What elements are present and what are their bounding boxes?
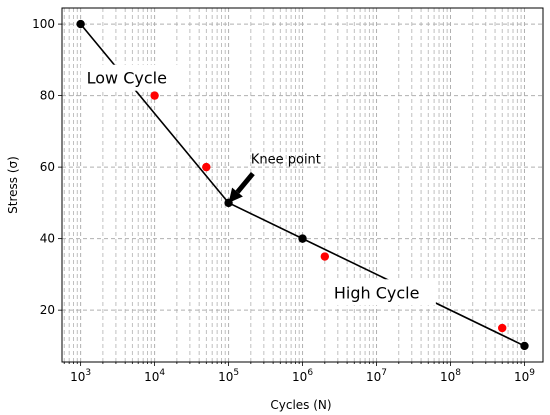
knee-arrow-head: [228, 187, 243, 203]
low-cycle-label: Low Cycle: [87, 69, 167, 88]
high-cycle-label-box: [327, 279, 436, 306]
axis-ticks: 103 104 105 106 107 108 109 20 40 60 80 100: [32, 17, 535, 384]
low-cycle-label-box: [80, 64, 180, 91]
x-tick-label: 104: [144, 368, 165, 384]
x-tick-label: 103: [70, 368, 91, 384]
grid-lines: [62, 8, 543, 362]
red-data-point: [320, 252, 330, 261]
knee-arrow-shaft: [235, 171, 255, 194]
knee-label: Knee point: [251, 153, 321, 168]
red-data-point: [498, 323, 507, 333]
x-tick-label: 105: [218, 368, 239, 384]
y-axis-label: Stress (σ): [6, 156, 20, 214]
y-tick-label: 80: [40, 89, 55, 103]
red-data-point: [202, 162, 211, 172]
high-cycle-label: High Cycle: [334, 283, 420, 302]
y-tick-label: 100: [32, 17, 55, 31]
x-tick-label: 109: [514, 368, 535, 384]
x-tick-label: 108: [440, 368, 461, 384]
sn-curve-point: [298, 234, 307, 243]
x-axis-label: Cycles (N): [270, 398, 331, 412]
y-tick-label: 20: [40, 303, 55, 317]
y-tick-label: 40: [40, 232, 55, 246]
red-data-point: [150, 91, 159, 100]
y-tick-label: 60: [40, 160, 55, 174]
x-tick-label: 107: [366, 368, 387, 384]
sn-curve-point: [76, 19, 85, 29]
plot-area: Low Cycle High Cycle Knee point: [76, 19, 529, 351]
x-tick-label: 106: [292, 368, 313, 384]
sn-curve-point: [520, 341, 529, 351]
